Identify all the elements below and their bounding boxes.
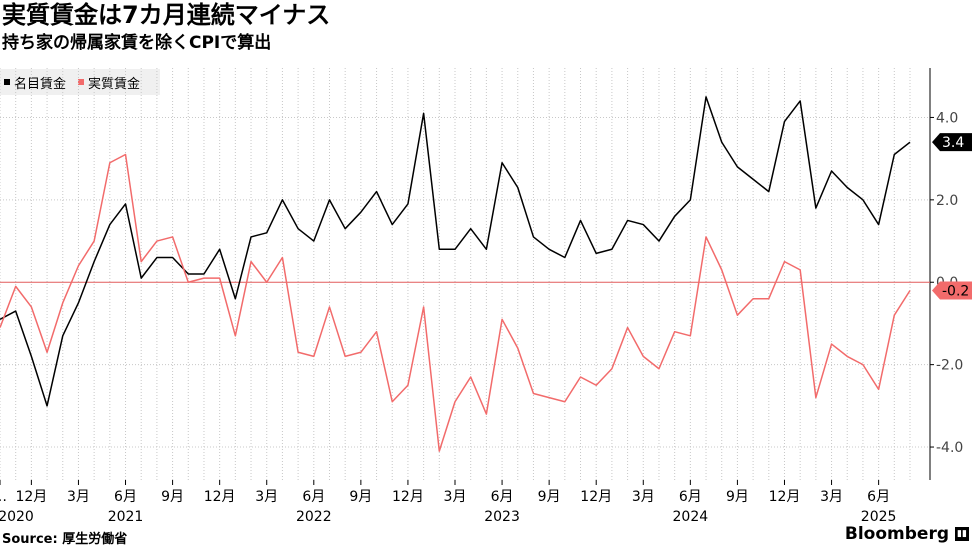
brand-logo: Bloomberg ▮▮ [845, 524, 969, 544]
x-year-label: 2020 [0, 509, 34, 525]
x-year-label: 2023 [484, 509, 520, 525]
x-tick-label: 6月 [679, 489, 702, 505]
end-badge-real [932, 281, 972, 300]
x-tick-label: 12月 [15, 489, 47, 505]
x-tick-label: 9月 [726, 489, 749, 505]
chart-title: 実質賃金は7カ月連続マイナス [2, 1, 331, 29]
y-tick-label: -2.0 [936, 358, 963, 374]
brand-name: Bloomberg [844, 524, 949, 544]
x-tick-label: 3月 [820, 489, 843, 505]
x-tick-label: 3月 [444, 489, 467, 505]
legend-swatch-nominal [4, 79, 10, 85]
x-tick-label: 6月 [114, 489, 137, 505]
legend-label-real: 実質賃金 [88, 76, 141, 92]
x-tick-label: 9月 [538, 489, 561, 505]
legend-swatch-real [78, 79, 85, 85]
series-line-real [0, 153, 911, 452]
end-label-nominal: 3.4 [942, 135, 964, 151]
brand-icon: ▮▮ [955, 527, 969, 541]
x-tick-label: 12月 [392, 489, 424, 505]
x-tick-label: 6月 [491, 489, 514, 505]
x-year-label: 2021 [108, 509, 144, 525]
end-label-real: -0.2 [942, 283, 969, 299]
x-tick-label: 3月 [255, 489, 278, 505]
legend-label-nominal: 名目賃金 [14, 76, 67, 92]
y-tick-label: 2.0 [936, 193, 958, 209]
x-tick-label: 6月 [867, 489, 890, 505]
x-year-label: 2025 [861, 509, 897, 525]
y-tick-label: 4.0 [936, 110, 958, 126]
x-tick-label: 12月 [769, 489, 801, 505]
x-tick-label: 6月 [302, 489, 325, 505]
legend-item-nominal: 名目賃金 [4, 73, 66, 92]
chart-subtitle: 持ち家の帰属家賃を除くCPIで算出 [2, 33, 272, 53]
x-tick-label: 9月 [349, 489, 372, 505]
y-tick-label: -4.0 [936, 440, 963, 456]
x-tick-label: 12月 [580, 489, 612, 505]
x-tick-label: 3月 [632, 489, 655, 505]
x-year-label: 2024 [673, 509, 709, 525]
x-tick-label: 12月 [204, 489, 236, 505]
legend: 名目賃金 実質賃金 [0, 69, 161, 95]
x-year-label: 2022 [296, 509, 332, 525]
x-tick-label: 9月 [161, 489, 184, 505]
end-badge-nominal [932, 133, 972, 152]
series-line-nominal [0, 96, 911, 407]
x-tick-label: 3月 [67, 489, 90, 505]
legend-item-real: 実質賃金 [78, 73, 140, 92]
source-note: Source: 厚生労働省 [2, 532, 128, 547]
x-tick-label: … [0, 489, 7, 505]
